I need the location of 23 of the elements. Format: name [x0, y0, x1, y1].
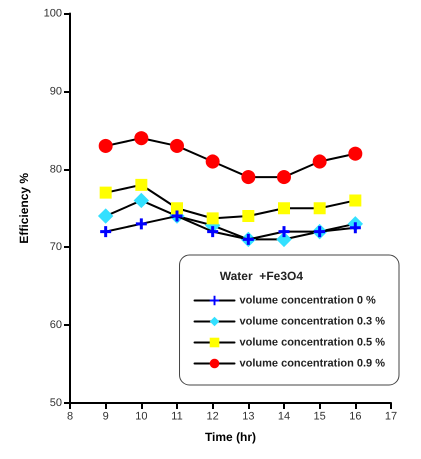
y-axis-title: Efficiency %: [17, 172, 31, 244]
legend-label: volume concentration 0.5 %: [240, 336, 386, 348]
x-tick-label: 10: [135, 410, 148, 422]
x-tick-label: 14: [278, 410, 290, 422]
y-tick-label: 70: [50, 241, 62, 254]
y-tick-label: 80: [50, 163, 62, 176]
legend-label: volume concentration 0 %: [240, 294, 376, 306]
x-tick-label: 17: [384, 410, 398, 422]
x-tick-label: 13: [242, 410, 254, 422]
y-tick-label: 100: [44, 8, 62, 20]
legend-label: volume concentration 0.3 %: [240, 316, 386, 328]
x-tick-label: 12: [206, 410, 219, 422]
x-tick-label: 15: [314, 410, 326, 422]
x-tick-label: 16: [349, 410, 362, 422]
x-tick-label: 8: [66, 410, 74, 422]
x-tick-label: 11: [171, 410, 183, 422]
legend-title: Water +Fe3O4: [220, 269, 304, 283]
y-tick-label: 50: [50, 397, 62, 409]
legend-label: volume concentration 0.9 %: [240, 358, 386, 370]
y-tick-label: 90: [50, 85, 62, 98]
x-tick-label: 9: [102, 410, 109, 422]
y-tick-label: 60: [50, 319, 62, 332]
x-axis-title: Time (hr): [204, 430, 256, 444]
